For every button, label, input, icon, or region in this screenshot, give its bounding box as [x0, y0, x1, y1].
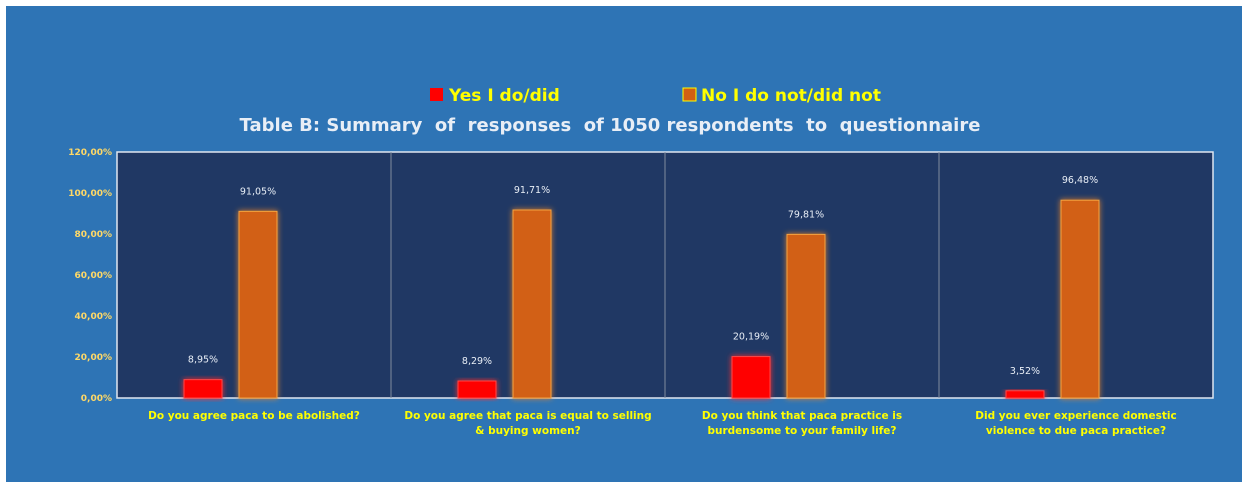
bar-value-labels: 8,95% 8,29% 20,19% 3,52% 91,05% 91,71% 79,81% 9… [188, 175, 1098, 377]
bar-value-label: 91,71% [514, 185, 550, 196]
bar-value-label: 96,48% [1062, 175, 1098, 186]
bar [786, 233, 826, 399]
bar-value-label: 79,81% [788, 209, 824, 220]
category-separators [390, 152, 940, 398]
category-label: Do you agree paca to be abolished? [148, 410, 360, 422]
category-label: violence to due paca practice? [986, 425, 1166, 437]
y-tick-label: 60,00% [75, 271, 113, 281]
bar [183, 379, 223, 399]
bar [731, 356, 771, 399]
bar [1060, 199, 1100, 399]
category-label: burdensome to your family life? [708, 425, 897, 437]
category-label: Did you ever experience domestic [975, 410, 1176, 422]
bar-value-label: 8,29% [462, 356, 492, 367]
category-label: Do you think that paca practice is [702, 410, 902, 422]
category-label: Do you agree that paca is equal to selli… [404, 410, 651, 422]
chart-legend: Yes I do/did No I do not/did not [430, 86, 881, 106]
legend-swatch-no [682, 87, 697, 102]
y-tick-label: 120,00% [68, 148, 112, 158]
legend-label-no: No I do not/did not [701, 86, 881, 106]
y-tick-label: 80,00% [75, 230, 113, 240]
legend-label-yes: Yes I do/did [448, 86, 560, 106]
bar-value-label: 91,05% [240, 186, 276, 197]
chart-title: Table B: Summary of responses of 1050 re… [240, 115, 981, 136]
bar [457, 380, 497, 399]
chart-frame: Yes I do/did No I do not/did not Table B… [6, 6, 1242, 482]
y-axis: 0,00% 20,00% 40,00% 60,00% 80,00% 100,00% 120,… [68, 148, 112, 404]
bar-value-label: 3,52% [1010, 366, 1040, 377]
bar-value-label: 20,19% [733, 332, 769, 343]
bars [183, 199, 1100, 399]
y-tick-label: 0,00% [81, 394, 112, 404]
bar [1005, 390, 1045, 399]
y-tick-label: 100,00% [68, 189, 112, 199]
y-tick-label: 40,00% [75, 312, 113, 322]
x-axis-categories: Do you agree paca to be abolished? Do you… [148, 410, 1177, 437]
bar-value-label: 8,95% [188, 355, 218, 366]
chart-svg: Yes I do/did No I do not/did not Table B… [68, 86, 1214, 437]
category-label: & buying women? [475, 425, 580, 437]
bar [238, 210, 278, 399]
legend-swatch-yes [430, 88, 443, 101]
bar [512, 209, 552, 399]
y-tick-label: 20,00% [75, 353, 113, 363]
